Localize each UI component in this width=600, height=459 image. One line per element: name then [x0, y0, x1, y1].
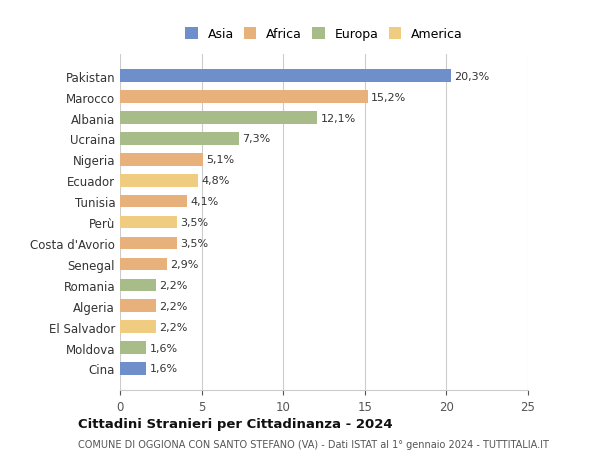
- Bar: [120, 341, 146, 354]
- Bar: [120, 258, 167, 271]
- Text: 4,1%: 4,1%: [190, 197, 218, 207]
- Bar: [120, 112, 317, 124]
- Text: 7,3%: 7,3%: [242, 134, 271, 144]
- Text: Cittadini Stranieri per Cittadinanza - 2024: Cittadini Stranieri per Cittadinanza - 2…: [78, 417, 392, 430]
- Text: 20,3%: 20,3%: [455, 72, 490, 82]
- Text: COMUNE DI OGGIONA CON SANTO STEFANO (VA) - Dati ISTAT al 1° gennaio 2024 - TUTTI: COMUNE DI OGGIONA CON SANTO STEFANO (VA)…: [78, 440, 549, 449]
- Text: 15,2%: 15,2%: [371, 92, 407, 102]
- Bar: [120, 70, 451, 83]
- Bar: [120, 321, 156, 333]
- Text: 3,5%: 3,5%: [181, 218, 209, 228]
- Text: 4,8%: 4,8%: [202, 176, 230, 186]
- Text: 2,2%: 2,2%: [159, 280, 188, 290]
- Bar: [120, 154, 203, 166]
- Bar: [120, 237, 177, 250]
- Text: 1,6%: 1,6%: [149, 343, 178, 353]
- Bar: [120, 196, 187, 208]
- Bar: [120, 279, 156, 291]
- Text: 12,1%: 12,1%: [321, 113, 356, 123]
- Text: 1,6%: 1,6%: [149, 364, 178, 374]
- Bar: [120, 174, 199, 187]
- Text: 2,9%: 2,9%: [170, 259, 199, 269]
- Legend: Asia, Africa, Europa, America: Asia, Africa, Europa, America: [181, 24, 467, 45]
- Bar: [120, 91, 368, 104]
- Bar: [120, 133, 239, 146]
- Text: 5,1%: 5,1%: [206, 155, 235, 165]
- Text: 2,2%: 2,2%: [159, 301, 188, 311]
- Bar: [120, 216, 177, 229]
- Bar: [120, 300, 156, 312]
- Text: 2,2%: 2,2%: [159, 322, 188, 332]
- Bar: [120, 363, 146, 375]
- Text: 3,5%: 3,5%: [181, 239, 209, 248]
